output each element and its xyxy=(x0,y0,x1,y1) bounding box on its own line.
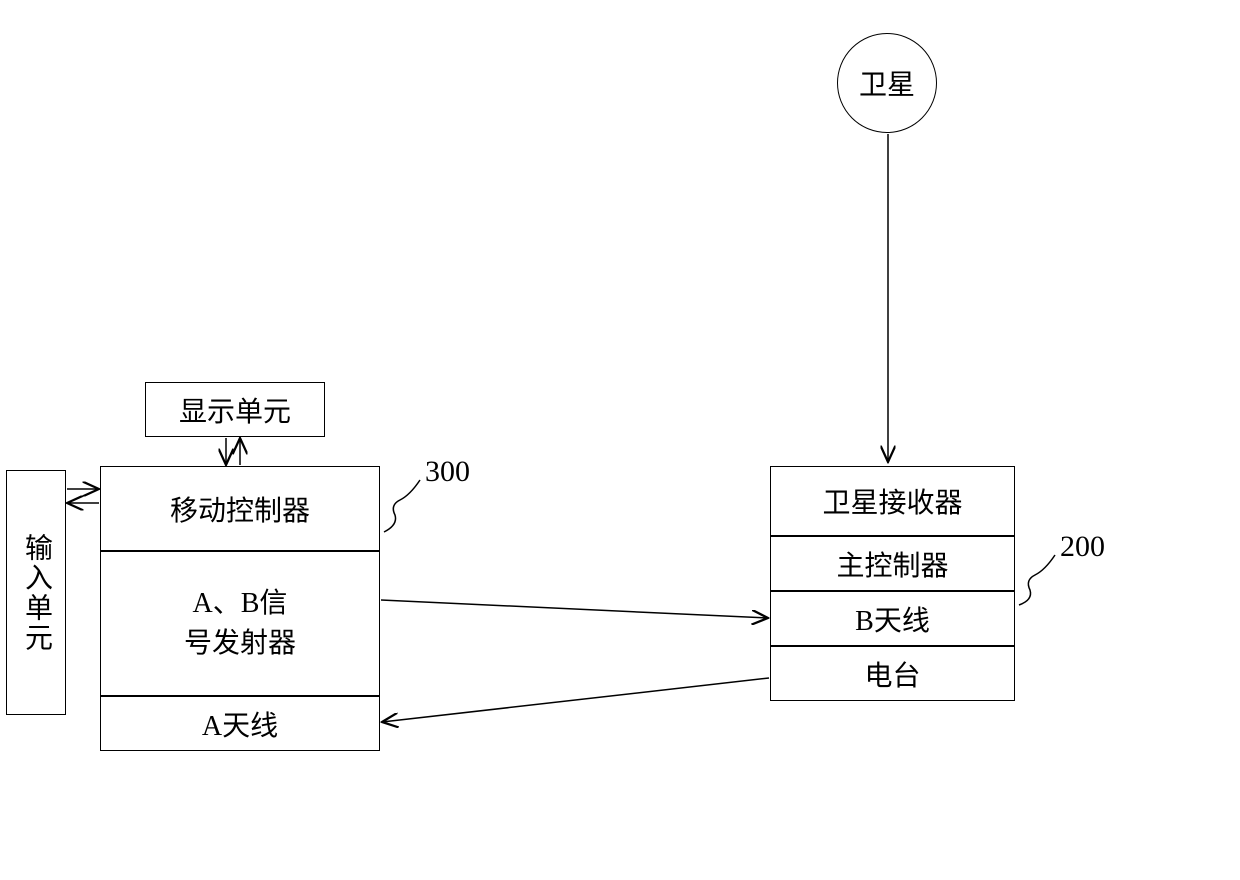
b-antenna-node: B天线 xyxy=(770,591,1015,646)
input-unit-label: 输入单元 xyxy=(16,533,56,653)
label-300: 300 xyxy=(425,455,470,489)
b-antenna-label: B天线 xyxy=(855,599,930,639)
sat-receiver-label: 卫星接收器 xyxy=(822,481,962,521)
radio-node: 电台 xyxy=(770,646,1015,701)
main-controller-label: 主控制器 xyxy=(836,544,948,584)
edge-ab-to-bantenna xyxy=(381,600,768,618)
a-antenna-node: A天线 xyxy=(100,696,380,751)
input-unit-node: 输入单元 xyxy=(6,470,66,715)
label-200: 200 xyxy=(1060,530,1105,564)
display-unit-node: 显示单元 xyxy=(145,382,325,437)
sat-receiver-node: 卫星接收器 xyxy=(770,466,1015,536)
ab-transmitter-label: A、B信号发射器 xyxy=(184,584,296,662)
a-antenna-label: A天线 xyxy=(202,704,278,744)
display-unit-label: 显示单元 xyxy=(179,390,291,430)
radio-label: 电台 xyxy=(864,654,920,694)
satellite-label: 卫星 xyxy=(859,63,915,103)
edge-radio-to-aantenna xyxy=(382,678,769,722)
callout-200 xyxy=(1019,555,1055,605)
mobile-controller-label: 移动控制器 xyxy=(170,489,310,529)
mobile-controller-node: 移动控制器 xyxy=(100,466,380,551)
main-controller-node: 主控制器 xyxy=(770,536,1015,591)
callout-300 xyxy=(384,480,420,532)
satellite-node: 卫星 xyxy=(837,33,937,133)
ab-transmitter-node: A、B信号发射器 xyxy=(100,551,380,696)
